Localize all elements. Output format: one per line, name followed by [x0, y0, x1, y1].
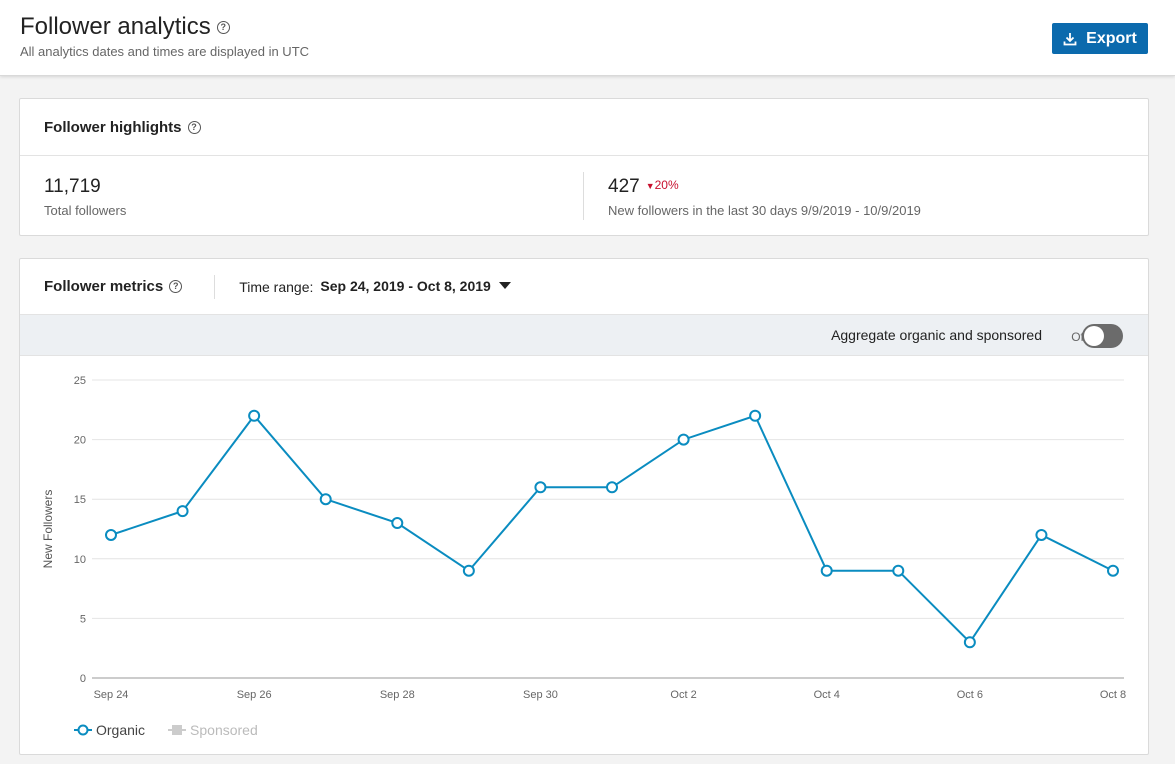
help-icon[interactable]: ? [216, 21, 230, 34]
y-tick-label: 10 [74, 554, 86, 566]
export-button-label: Export [1086, 29, 1137, 47]
new-followers-row: 427 ▼20% [608, 176, 921, 198]
highlights-title: Follower highlights [44, 118, 182, 136]
legend-item-sponsored[interactable]: Sponsored [167, 722, 258, 738]
total-followers-stat: 11,719 Total followers [44, 176, 126, 218]
data-point [820, 564, 833, 577]
aggregate-label: Aggregate organic and sponsored [831, 327, 1042, 343]
data-point [319, 493, 332, 506]
new-followers-stat: 427 ▼20% New followers in the last 30 day… [608, 176, 921, 218]
x-tick-label: Sep 24 [94, 689, 129, 701]
new-followers-label: New followers in the last 30 days 9/9/20… [608, 203, 921, 218]
time-range-value: Sep 24, 2019 - Oct 8, 2019 [320, 277, 491, 294]
square-marker-icon [168, 725, 187, 735]
data-point [677, 433, 690, 446]
data-point [462, 564, 475, 577]
data-point [606, 481, 618, 494]
series-line-organic [110, 414, 1114, 644]
new-followers-value: 427 [608, 176, 640, 197]
legend-label-organic: Organic [96, 722, 146, 738]
x-tick-label: Oct 6 [957, 689, 983, 701]
triangle-down-icon: ▼ [645, 181, 655, 191]
data-point [892, 564, 905, 577]
aggregate-toggle[interactable] [1082, 324, 1123, 348]
legend-label-sponsored: Sponsored [190, 722, 258, 738]
x-tick-label: Sep 26 [237, 689, 272, 701]
x-tick-label: Oct 4 [814, 689, 840, 701]
data-point [105, 528, 117, 541]
delta-value: 20% [654, 178, 679, 192]
follower-highlights-card: Follower highlights ? 11,719 Total follo… [19, 98, 1149, 236]
help-icon[interactable]: ? [187, 120, 201, 134]
total-followers-label: Total followers [44, 203, 127, 218]
data-point [963, 636, 976, 649]
data-point [248, 409, 261, 422]
legend-item-organic[interactable]: Organic [73, 722, 145, 738]
aggregate-bar: Aggregate organic and sponsored Off [20, 315, 1148, 356]
metrics-title: Follower metrics [44, 278, 164, 295]
data-point [1035, 528, 1048, 541]
highlights-header: Follower highlights ? [20, 99, 1148, 156]
data-point [1107, 564, 1119, 577]
follower-metrics-card: Follower metrics ? Time range: Sep 24, 2… [19, 258, 1149, 755]
y-tick-label: 15 [74, 494, 86, 506]
follower-chart: 0 5 10 15 20 25 New Followers Sep 24 Sep 26 Sep 2… [41, 375, 1126, 701]
data-point [391, 517, 404, 530]
page-title: Follower analytics? [20, 13, 230, 41]
toggle-knob [1084, 326, 1104, 346]
chart-legend: Organic Sponsored [73, 722, 280, 738]
download-icon [1063, 32, 1077, 45]
metrics-header: Follower metrics ? Time range: Sep 24, 2… [20, 259, 1148, 315]
time-range-label: Time range: [239, 278, 314, 295]
x-tick-label: Sep 28 [380, 689, 415, 701]
data-point [534, 481, 547, 494]
export-button[interactable]: Export [1052, 23, 1148, 54]
x-tick-label: Sep 30 [523, 689, 558, 701]
y-tick-label: 0 [80, 673, 86, 685]
delta-badge: ▼20% [646, 178, 679, 192]
total-followers-value: 11,719 [44, 176, 101, 197]
page-header: Follower analytics? All analytics dates … [0, 0, 1175, 76]
y-tick-label: 5 [80, 613, 86, 625]
line-marker-icon [74, 724, 92, 736]
y-tick-label: 25 [74, 375, 86, 387]
y-tick-label: 20 [74, 435, 86, 447]
data-point [176, 505, 189, 518]
page-title-text: Follower analytics [20, 13, 211, 40]
caret-down-icon [498, 281, 511, 289]
y-axis-label: New Followers [41, 490, 55, 569]
x-tick-label: Oct 8 [1100, 689, 1126, 701]
help-icon[interactable]: ? [169, 280, 183, 293]
time-range-dropdown[interactable]: Sep 24, 2019 - Oct 8, 2019 [313, 277, 511, 296]
data-point [749, 409, 762, 422]
stat-divider [583, 172, 584, 220]
x-tick-label: Oct 2 [670, 689, 696, 701]
page-subtitle: All analytics dates and times are displa… [20, 44, 310, 59]
header-divider [214, 274, 216, 299]
